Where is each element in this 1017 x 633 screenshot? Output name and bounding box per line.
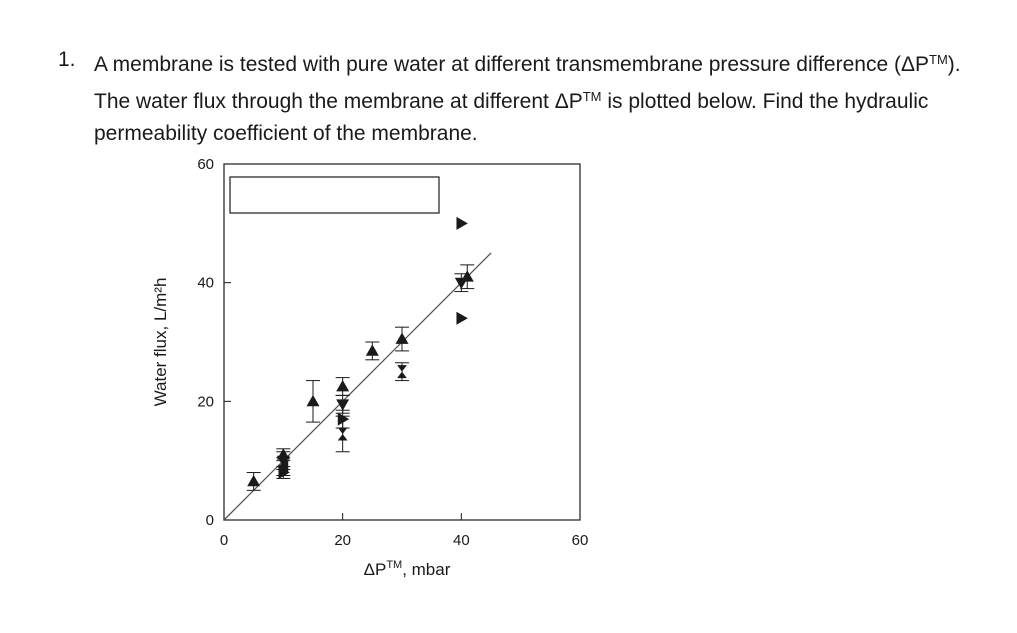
data-point xyxy=(276,448,290,460)
x-tick-label: 40 xyxy=(453,532,470,549)
data-point xyxy=(395,332,409,344)
y-tick-label: 40 xyxy=(197,275,214,292)
question-part-2: ). The water flux through the membrane a… xyxy=(94,53,961,113)
data-point xyxy=(337,412,350,426)
y-tick-label: 60 xyxy=(197,156,214,173)
data-point xyxy=(306,394,320,407)
x-tick-label: 20 xyxy=(334,532,351,549)
x-axis-label: ΔPTM, mbar xyxy=(364,559,451,579)
question-part-1: A membrane is tested with pure water at … xyxy=(94,53,929,76)
question-body: A membrane is tested with pure water at … xyxy=(94,44,978,150)
data-point xyxy=(397,365,407,379)
axis-ticks: 0 20 40 60 0 20 40 60 xyxy=(197,156,588,549)
legend-box xyxy=(229,176,440,214)
question-text: 1. A membrane is tested with pure water … xyxy=(58,44,978,150)
question-sup-1: TM xyxy=(929,52,948,67)
question-part-3: is plotted below. Find the hydraulic per… xyxy=(94,90,929,145)
fit-line-group xyxy=(223,252,492,521)
plot-frame xyxy=(223,163,581,521)
x-tick-label: 0 xyxy=(220,532,228,549)
fit-line xyxy=(223,252,492,521)
x-tick-label: 60 xyxy=(572,532,589,549)
data-point xyxy=(247,474,261,487)
data-point xyxy=(336,399,350,411)
data-marks xyxy=(246,216,475,491)
question-number: 1. xyxy=(58,48,76,71)
data-point xyxy=(460,270,474,282)
question-sup-2: TM xyxy=(582,89,602,104)
y-tick-label: 20 xyxy=(197,393,214,410)
data-point xyxy=(337,427,348,441)
data-point xyxy=(336,380,350,392)
y-tick-label: 0 xyxy=(206,512,214,529)
data-point xyxy=(456,216,468,230)
data-point xyxy=(365,344,379,356)
y-axis-label: Water flux, L/m²h xyxy=(151,278,170,407)
data-point xyxy=(456,311,468,325)
